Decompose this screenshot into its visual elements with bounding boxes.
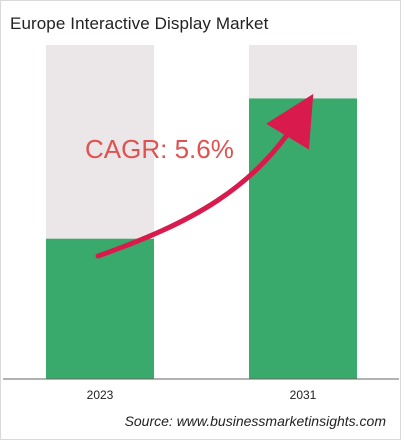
x-tick-label-2031: 2031 [290,388,317,402]
source-note: Source: www.businessmarketinsights.com [124,413,386,429]
chart-title: Europe Interactive Display Market [10,14,269,33]
bar-2031 [249,98,357,379]
x-tick-label-2023: 2023 [87,388,114,402]
growth-arrow [95,93,314,259]
cagr-label: CAGR: 5.6% [85,134,234,164]
bar-chart: 2023 2031 [3,45,399,402]
bar-2023 [46,238,154,379]
